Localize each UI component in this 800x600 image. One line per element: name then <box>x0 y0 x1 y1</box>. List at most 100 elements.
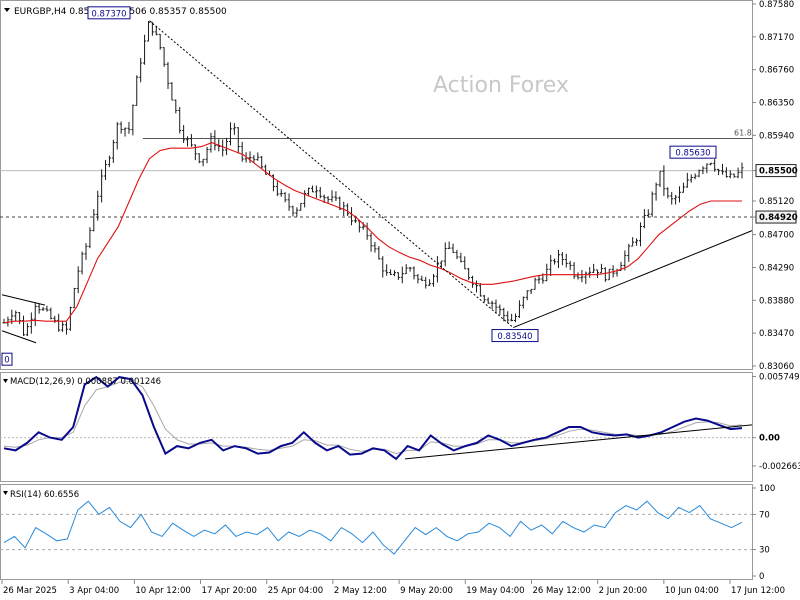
price-bar <box>603 267 607 282</box>
moving-average-line <box>3 142 742 324</box>
price-bar <box>685 172 689 188</box>
price-bar <box>670 191 674 205</box>
price-bar <box>84 243 88 260</box>
price-y-tick-label: 0.87580 <box>759 0 794 10</box>
price-bar <box>678 186 682 203</box>
price-bar <box>529 288 533 295</box>
price-bar <box>64 321 68 335</box>
price-bar <box>228 122 232 146</box>
rsi-label: RSI(14) 60.6556 <box>10 490 79 500</box>
price-bar <box>599 263 603 274</box>
price-bar <box>553 258 557 265</box>
left-edge-annotation-text: 0 <box>4 356 9 366</box>
price-bar <box>275 181 279 197</box>
rsi-header-triangle-icon <box>3 491 8 495</box>
price-bar <box>568 260 572 270</box>
macd-label: MACD(12,26,9) 0.000887 0.001246 <box>10 377 161 387</box>
price-bar <box>389 269 393 276</box>
price-bar <box>623 250 627 271</box>
price-bar <box>72 287 76 309</box>
x-axis-label: 2 Jun 20:00 <box>599 586 648 596</box>
price-bar <box>447 241 451 250</box>
price-bar <box>170 82 174 101</box>
price-bar <box>236 127 240 154</box>
price-bar <box>416 274 420 284</box>
price-bar <box>307 187 311 197</box>
low-annotation-text: 0.83540 <box>497 332 532 342</box>
fib-label: 61.8 <box>734 129 752 138</box>
x-axis-label: 26 Mar 2025 <box>3 586 57 596</box>
x-axis-label: 19 May 04:00 <box>466 586 524 596</box>
price-bar <box>580 270 584 283</box>
price-bar <box>689 174 693 183</box>
price-y-tick-label: 0.84290 <box>759 263 794 273</box>
price-bar <box>681 182 685 193</box>
price-bar <box>385 264 389 276</box>
price-bar <box>33 303 37 327</box>
price-bar <box>287 193 291 211</box>
rsi-line <box>3 500 743 555</box>
x-axis-label: 17 Jun 12:00 <box>731 586 785 596</box>
price-bar <box>14 310 18 322</box>
price-bar <box>482 294 486 303</box>
price-bar <box>420 275 424 282</box>
price-bar <box>41 306 45 311</box>
price-bar <box>205 146 209 164</box>
price-bar <box>490 300 494 310</box>
price-bar <box>740 162 744 179</box>
price-bar <box>295 207 299 217</box>
price-bar <box>709 162 713 166</box>
price-bar <box>61 321 65 332</box>
price-bar <box>642 209 646 229</box>
price-bar <box>486 297 490 304</box>
price-bar <box>76 266 80 294</box>
price-bar <box>299 202 303 211</box>
price-bar <box>271 174 275 192</box>
macd-y-tick-label: 0.00 <box>759 434 780 444</box>
price-bar <box>396 272 400 280</box>
price-bar <box>463 256 467 270</box>
price-bar <box>459 252 463 263</box>
price-bar <box>68 306 72 331</box>
header-triangle-icon <box>4 8 10 12</box>
price-bar <box>283 192 287 203</box>
price-bar <box>471 275 475 288</box>
price-bar <box>178 107 182 134</box>
price-bar <box>22 315 26 336</box>
price-bar <box>510 313 514 322</box>
price-y-tick-label: 0.83060 <box>759 362 794 372</box>
current-price-box <box>755 164 797 178</box>
price-bar <box>576 272 580 280</box>
x-axis-label: 2 May 12:00 <box>334 586 387 596</box>
price-bar <box>369 232 373 252</box>
low-annotation-box <box>491 329 539 343</box>
x-axis-label: 3 Apr 04:00 <box>69 586 119 596</box>
price-y-tick-label: 0.86760 <box>759 66 794 76</box>
price-bar <box>37 303 41 314</box>
price-bar <box>697 169 701 178</box>
price-bar <box>392 270 396 277</box>
macd-y-tick-label: 0.005749 <box>759 373 800 383</box>
price-bar <box>506 311 510 324</box>
price-bar <box>377 246 381 260</box>
price-bar <box>158 33 162 50</box>
price-bar <box>107 155 111 168</box>
price-bar <box>279 189 283 197</box>
price-bar <box>517 300 521 318</box>
price-bar <box>432 273 436 287</box>
price-bar <box>584 271 588 284</box>
price-y-tick-label: 0.87170 <box>759 33 794 43</box>
low-annotation: 0.83540 <box>491 329 539 343</box>
price-bar <box>334 191 338 202</box>
price-bar <box>381 256 385 278</box>
price-bar <box>474 280 478 293</box>
left-edge-annotation-box <box>1 352 13 366</box>
price-y-tick-label: 0.84700 <box>759 231 794 241</box>
price-bar <box>717 168 721 176</box>
price-bar <box>572 262 576 279</box>
price-bar <box>166 62 170 89</box>
price-bar <box>291 205 295 217</box>
recent-high-annotation-box <box>669 145 717 159</box>
price-y-tick-label: 0.84920 <box>759 213 798 223</box>
recent-high-annotation-text: 0.85630 <box>675 149 710 159</box>
